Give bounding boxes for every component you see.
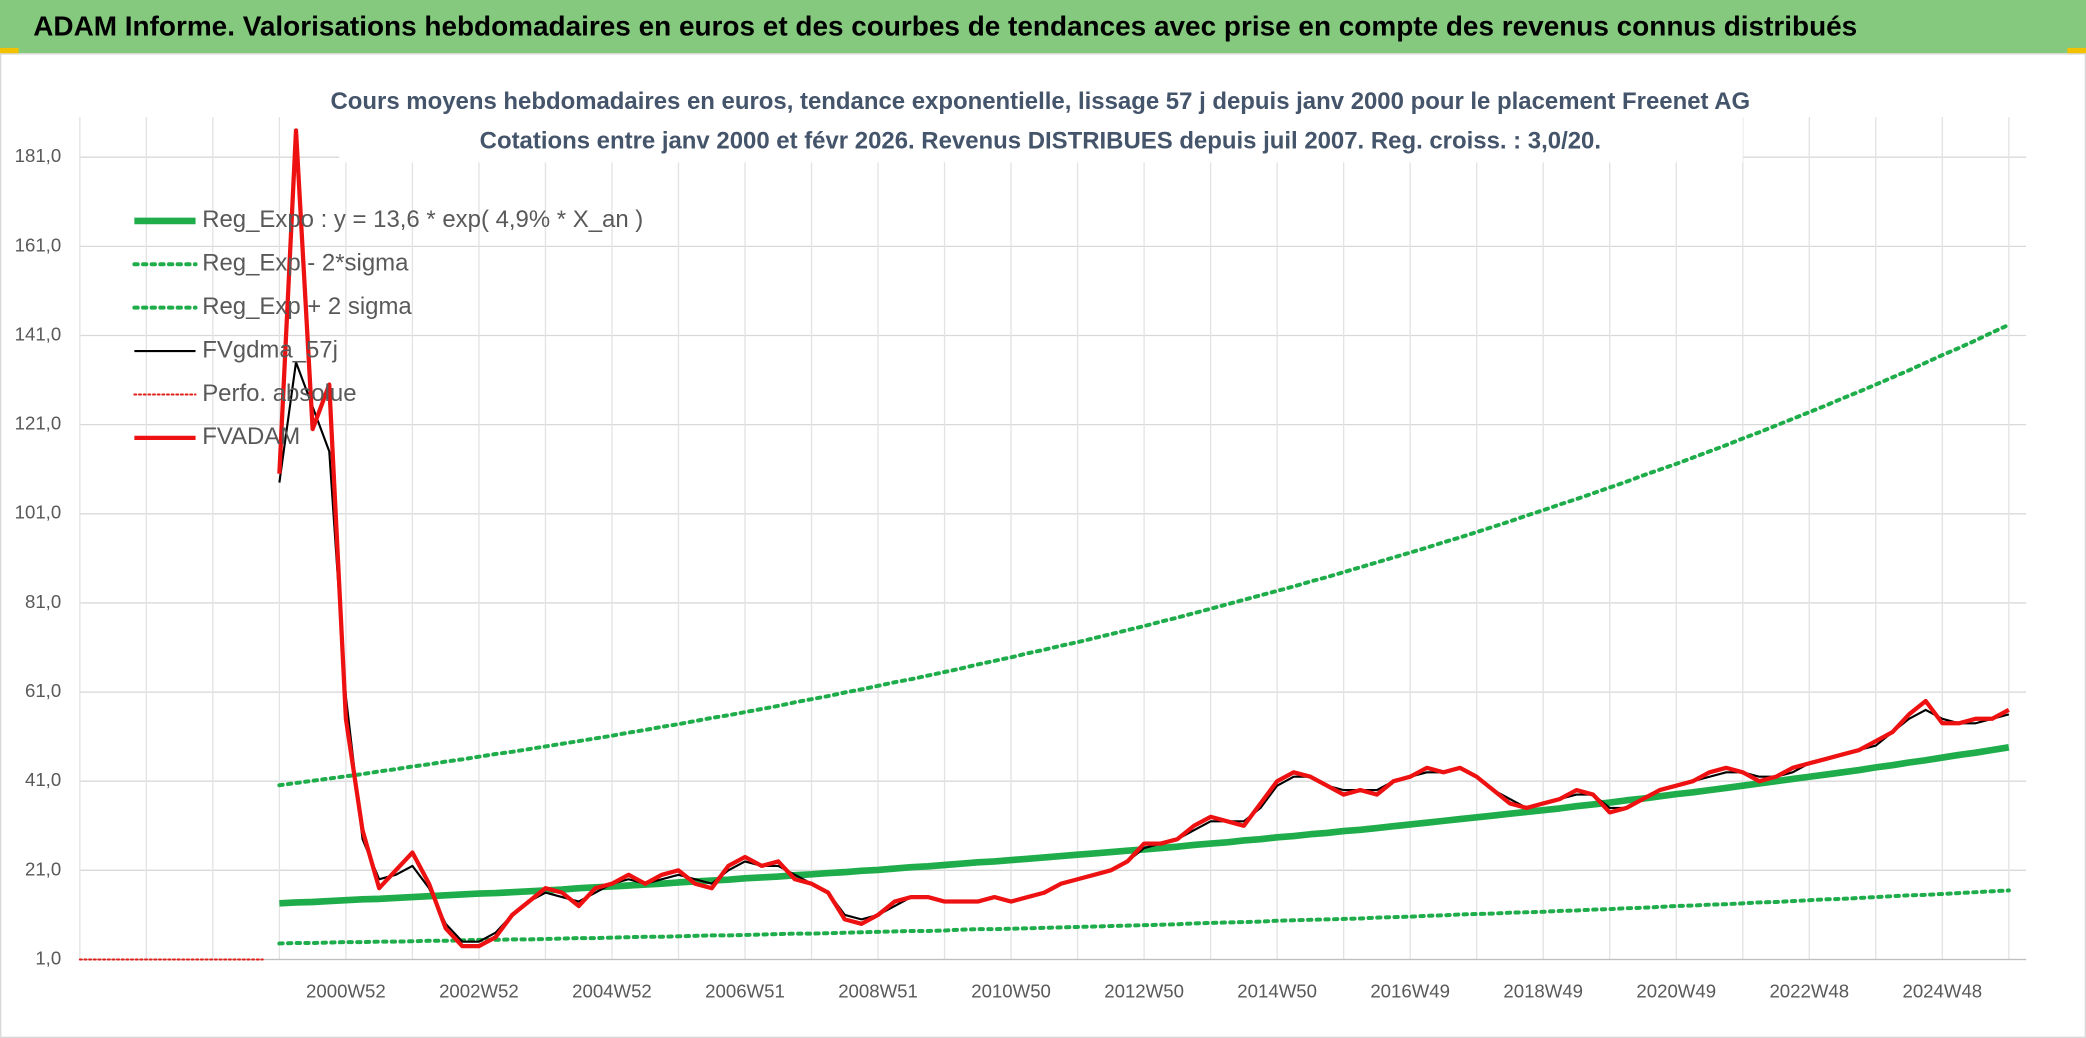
chart-subtitle: Cotations entre janv 2000 et févr 2026. …: [480, 128, 1601, 155]
header-title: ADAM Informe. Valorisations hebdomadaire…: [33, 10, 1857, 41]
legend-label: Reg_Exp - 2*sigma: [202, 250, 409, 277]
y-tick-label: 21,0: [25, 858, 61, 879]
y-tick-label: 181,0: [15, 145, 62, 166]
legend: Reg_Expo : y = 13,6 * exp( 4,9% * X_an )…: [132, 206, 643, 450]
corner-mark: [0, 47, 19, 55]
x-tick-label: 2012W50: [1104, 981, 1184, 1002]
x-tick-label: 2018W49: [1503, 981, 1583, 1002]
x-tick-label: 2010W50: [971, 981, 1051, 1002]
x-tick-label: 2016W49: [1370, 981, 1450, 1002]
series-line: [277, 888, 2011, 946]
legend-label: Reg_Expo : y = 13,6 * exp( 4,9% * X_an ): [202, 206, 643, 233]
legend-label: Reg_Exp + 2 sigma: [202, 293, 412, 320]
x-tick-label: 2024W48: [1902, 981, 1982, 1002]
x-tick-label: 2014W50: [1237, 981, 1317, 1002]
y-tick-label: 121,0: [15, 413, 62, 434]
legend-label: FVADAM: [202, 423, 300, 450]
x-tick-label: 2022W48: [1769, 981, 1849, 1002]
x-tick-label: 2008W51: [838, 981, 918, 1002]
y-tick-label: 101,0: [15, 502, 62, 523]
legend-label: FVgdma_57j: [202, 336, 338, 363]
series-line: [277, 322, 2011, 788]
grid: 1,0 21,0 41,0 61,0 81,0 101,0 121,0 141,0 161,0 1…: [15, 117, 2027, 1002]
legend-label: Perfo. absolue: [202, 380, 356, 407]
frame: [0, 53, 2086, 1038]
header-band: [0, 0, 2086, 54]
x-tick-label: 2020W49: [1636, 981, 1716, 1002]
series-line: [277, 128, 2010, 949]
x-tick-label: 2006W51: [705, 981, 785, 1002]
y-tick-label: 41,0: [25, 769, 61, 790]
x-tick-label: 2000W52: [306, 981, 386, 1002]
y-tick-label: 61,0: [25, 680, 61, 701]
chart-title: Cours moyens hebdomadaires en euros, ten…: [331, 88, 1751, 115]
x-tick-label: 2002W52: [439, 981, 519, 1002]
plot: [78, 128, 2011, 961]
y-tick-label: 1,0: [35, 947, 61, 968]
x-tick-label: 2004W52: [572, 981, 652, 1002]
y-tick-label: 141,0: [15, 323, 62, 344]
y-tick-label: 81,0: [25, 591, 61, 612]
corner-mark: [2067, 47, 2086, 55]
title-box: [339, 79, 1743, 163]
y-tick-label: 161,0: [15, 234, 62, 255]
